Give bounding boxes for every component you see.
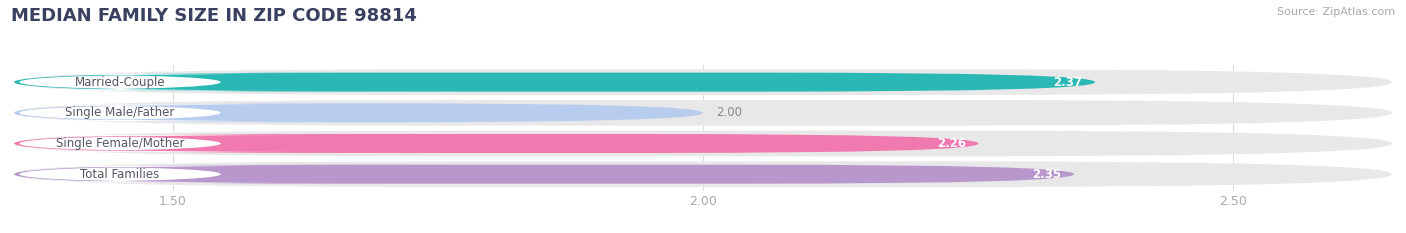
- FancyBboxPatch shape: [14, 69, 1392, 95]
- Text: MEDIAN FAMILY SIZE IN ZIP CODE 98814: MEDIAN FAMILY SIZE IN ZIP CODE 98814: [11, 7, 418, 25]
- Text: 2.37: 2.37: [1053, 76, 1083, 89]
- Text: 2.35: 2.35: [1032, 168, 1062, 181]
- Text: Source: ZipAtlas.com: Source: ZipAtlas.com: [1277, 7, 1395, 17]
- FancyBboxPatch shape: [14, 165, 1074, 184]
- Text: Married-Couple: Married-Couple: [75, 76, 166, 89]
- FancyBboxPatch shape: [14, 103, 703, 122]
- FancyBboxPatch shape: [14, 134, 979, 153]
- FancyBboxPatch shape: [0, 104, 308, 121]
- Text: Single Male/Father: Single Male/Father: [65, 106, 174, 119]
- FancyBboxPatch shape: [0, 166, 308, 182]
- FancyBboxPatch shape: [14, 73, 1095, 92]
- Text: 2.26: 2.26: [936, 137, 966, 150]
- FancyBboxPatch shape: [14, 131, 1392, 156]
- FancyBboxPatch shape: [0, 74, 308, 90]
- Text: Total Families: Total Families: [80, 168, 160, 181]
- FancyBboxPatch shape: [0, 135, 308, 152]
- Text: Single Female/Mother: Single Female/Mother: [56, 137, 184, 150]
- Text: 2.00: 2.00: [716, 106, 742, 119]
- FancyBboxPatch shape: [14, 100, 1392, 126]
- FancyBboxPatch shape: [14, 161, 1392, 187]
